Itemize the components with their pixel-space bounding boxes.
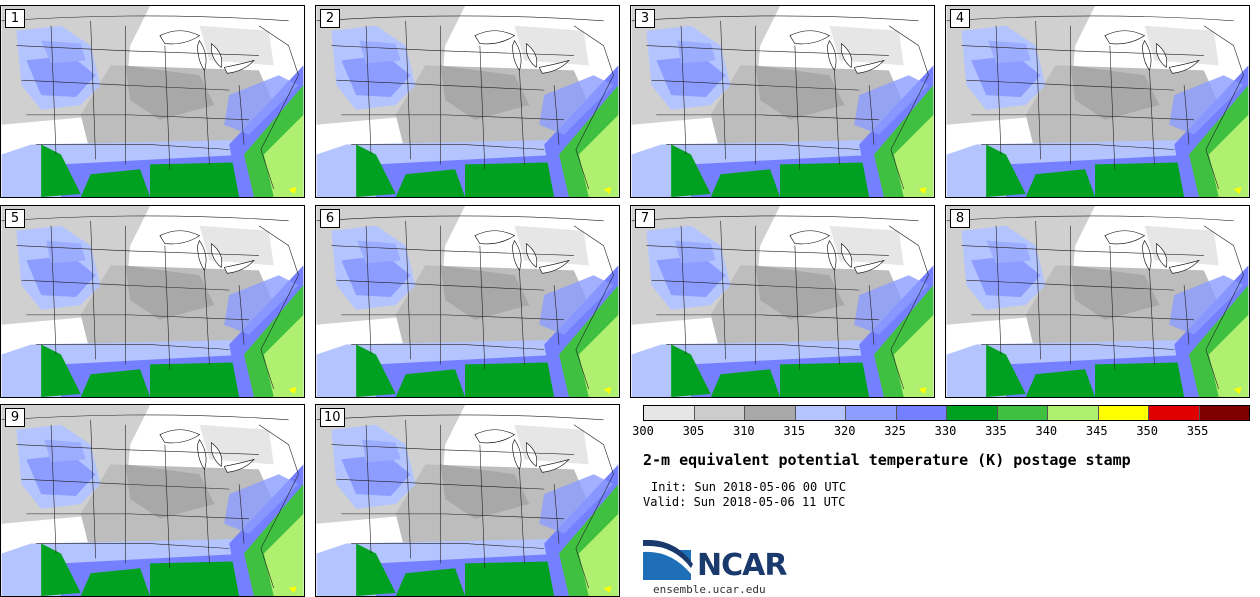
colorbar-swatch: [1199, 406, 1249, 420]
colorbar-swatch: [745, 406, 796, 420]
panel-number: 7: [635, 209, 655, 228]
map-panel: 3: [630, 5, 935, 198]
panel-number: 3: [635, 9, 655, 28]
colorbar-ticks: 300 305 310 315 320 325 330 335 340 345 350 355: [632, 424, 1248, 438]
map-panel: 4: [945, 5, 1250, 198]
colorbar-tick-label: 340: [1035, 424, 1058, 438]
colorbar-swatch: [1149, 406, 1200, 420]
panel-number: 4: [950, 9, 970, 28]
map-image: [1, 6, 304, 197]
map-panel: 5: [0, 205, 305, 398]
colorbar-tick-label: 330: [934, 424, 957, 438]
colorbar-swatch: [997, 406, 1048, 420]
map-image: [1, 206, 304, 397]
colorbar-tick-label: 315: [783, 424, 806, 438]
map-panel: 1: [0, 5, 305, 198]
panel-number: 6: [320, 209, 340, 228]
map-image: [631, 6, 934, 197]
colorbar-tick-label: 355: [1186, 424, 1209, 438]
panel-number: 10: [320, 408, 345, 427]
colorbar-tick-label: 345: [1085, 424, 1108, 438]
map-panel: 7: [630, 205, 935, 398]
colorbar-tick-label: 310: [732, 424, 755, 438]
site-url: ensemble.ucar.edu: [653, 583, 766, 596]
colorbar: [643, 405, 1250, 421]
map-image: [946, 6, 1249, 197]
panel-number: 1: [5, 9, 25, 28]
colorbar-swatch: [1098, 406, 1149, 420]
init-time: Init: Sun 2018-05-06 00 UTC: [651, 480, 847, 494]
panel-number: 9: [5, 408, 25, 427]
valid-time: Valid: Sun 2018-05-06 11 UTC: [643, 495, 846, 509]
colorbar-tick-label: 350: [1136, 424, 1158, 438]
panel-number: 2: [320, 9, 340, 28]
colorbar-swatch: [1048, 406, 1099, 420]
map-image: [316, 6, 619, 197]
colorbar-swatch: [644, 406, 695, 420]
colorbar-tick-label: 305: [682, 424, 705, 438]
colorbar-swatch: [694, 406, 745, 420]
panel-number: 5: [5, 209, 25, 228]
colorbar-swatch: [896, 406, 947, 420]
map-image: [1, 405, 304, 596]
panel-number: 8: [950, 209, 970, 228]
colorbar-tick-label: 300: [632, 424, 654, 438]
colorbar-swatch: [795, 406, 846, 420]
map-panel: 2: [315, 5, 620, 198]
map-panel: 6: [315, 205, 620, 398]
ncar-logo-icon: [643, 540, 693, 580]
map-image: [631, 206, 934, 397]
colorbar-tick-label: 325: [884, 424, 906, 438]
colorbar-tick-label: 320: [833, 424, 856, 438]
page-title: 2-m equivalent potential temperature (K)…: [643, 451, 1131, 469]
map-image: [946, 206, 1249, 397]
map-image: [316, 206, 619, 397]
map-panel: 9: [0, 404, 305, 597]
colorbar-tick-label: 335: [985, 424, 1007, 438]
colorbar-swatch: [846, 406, 897, 420]
map-panel: 10: [315, 404, 620, 597]
map-panel: 8: [945, 205, 1250, 398]
logo-text: NCAR: [697, 548, 787, 583]
colorbar-swatch: [947, 406, 998, 420]
map-image: [316, 405, 619, 596]
